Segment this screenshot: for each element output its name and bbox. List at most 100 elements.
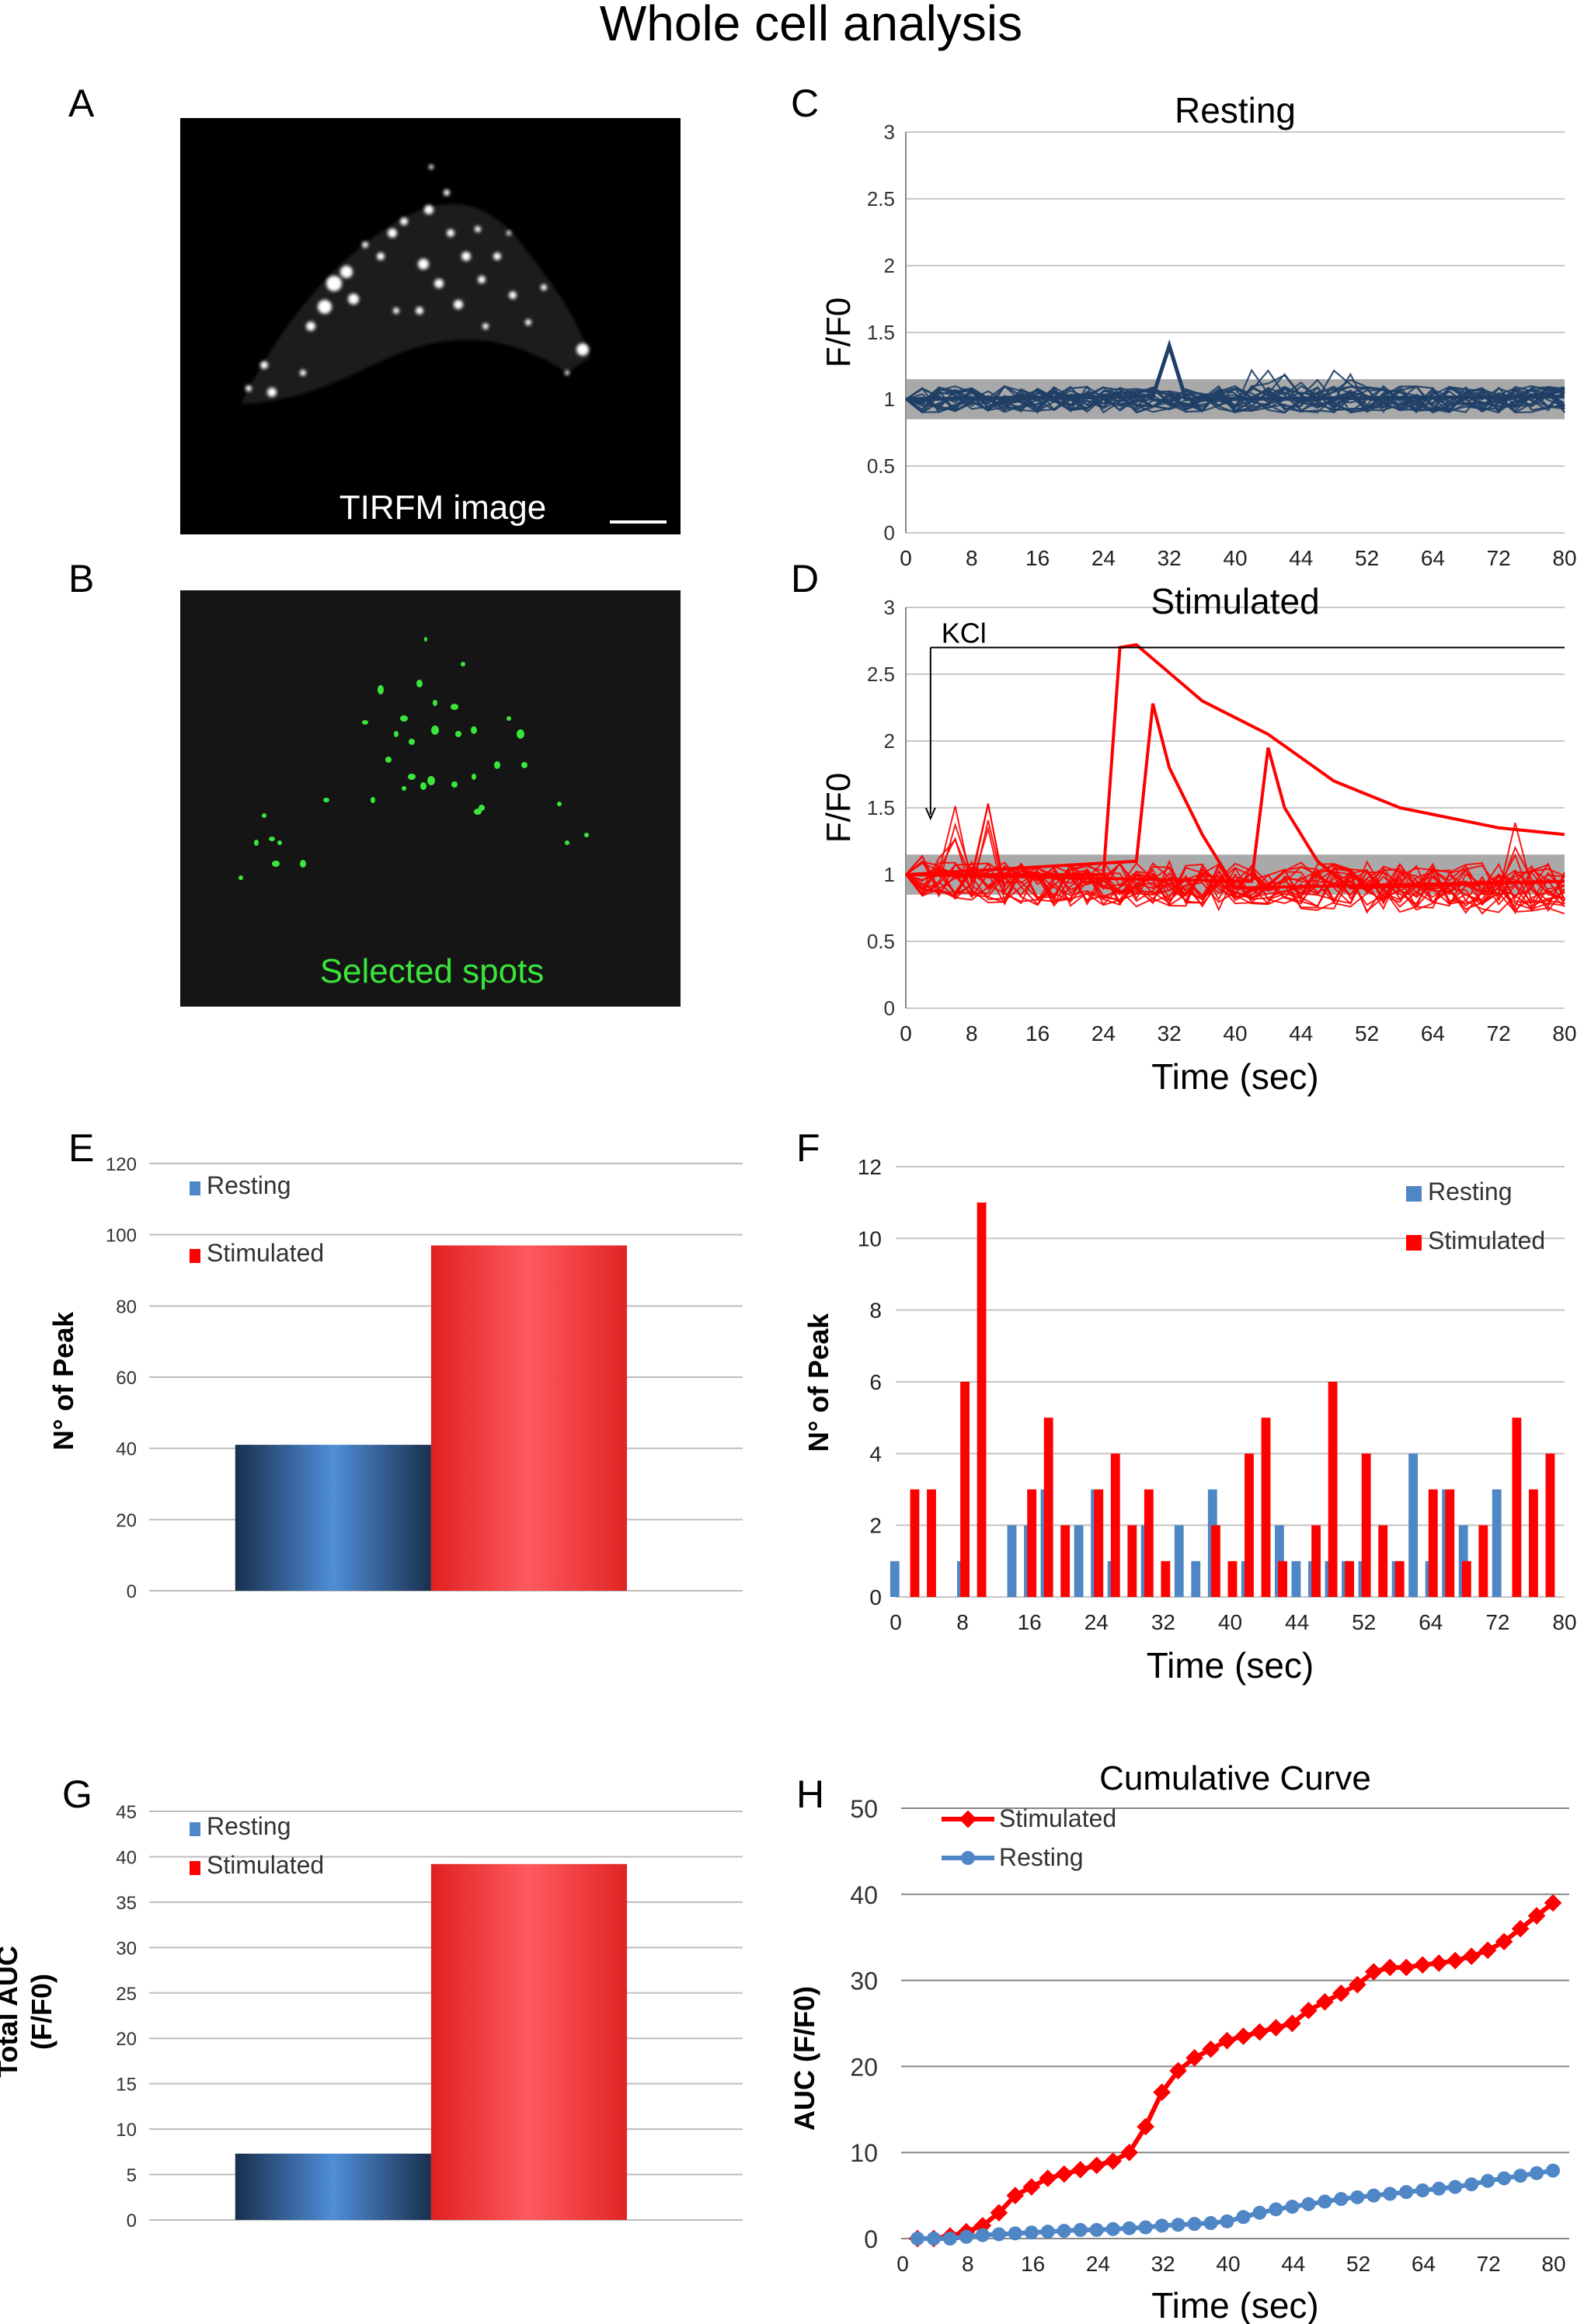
marker-stimulated <box>1462 1947 1481 1965</box>
x-tick-label: 32 <box>1158 1021 1182 1045</box>
x-tick-label: 80 <box>1552 1021 1576 1045</box>
panel-letter-a: A <box>68 82 95 125</box>
y-tick-label: 40 <box>116 1439 137 1460</box>
x-tick-label: 44 <box>1289 546 1313 570</box>
y-tick-label: 25 <box>116 1984 137 2005</box>
marker-resting <box>1350 2190 1365 2204</box>
y-tick-label: 2 <box>884 254 895 277</box>
figure-title: Whole cell analysis <box>600 0 1022 51</box>
y-tick-label: 0 <box>869 1585 882 1609</box>
marker-resting <box>1105 2221 1120 2236</box>
marker-stimulated <box>1478 1941 1497 1960</box>
bar-stimulated <box>1428 1489 1438 1597</box>
panel-letter-e: E <box>68 1126 94 1170</box>
x-tick-label: 52 <box>1352 1610 1376 1634</box>
x-tick-label: 44 <box>1285 1610 1309 1634</box>
marker-stimulated <box>1055 2165 1074 2183</box>
marker-resting <box>1448 2180 1463 2194</box>
marker-stimulated <box>1185 2049 1203 2067</box>
kcl-label: KCl <box>942 618 987 649</box>
x-axis-label: Time (sec) <box>1151 2285 1319 2324</box>
marker-stimulated <box>1088 2156 1106 2175</box>
x-tick-label: 24 <box>1084 1610 1109 1634</box>
y-tick-label: 4 <box>869 1442 882 1466</box>
bar-resting <box>1291 1560 1301 1597</box>
x-tick-label: 80 <box>1552 546 1576 570</box>
marker-resting <box>1546 2163 1561 2178</box>
legend-label: Resting <box>1428 1178 1513 1205</box>
x-tick-label: 64 <box>1419 1610 1443 1634</box>
x-tick-label: 64 <box>1421 1021 1445 1045</box>
bar-resting <box>235 2153 431 2220</box>
x-tick-label: 0 <box>896 2252 909 2276</box>
y-tick-label: 0 <box>884 997 895 1020</box>
marker-resting <box>910 2232 924 2246</box>
trace-peak <box>905 747 1565 890</box>
y-tick-label: 50 <box>850 1795 878 1823</box>
bar-stimulated <box>1311 1525 1321 1597</box>
y-tick-label: 20 <box>116 1510 137 1531</box>
marker-stimulated <box>1397 1958 1415 1977</box>
bar-resting <box>235 1445 431 1591</box>
panel-b-caption: Selected spots <box>320 952 545 990</box>
legend-label: Stimulated <box>999 1804 1116 1832</box>
bar-stimulated <box>1461 1560 1471 1597</box>
y-axis-label: N° of Peak <box>802 1313 834 1452</box>
y-tick-label: 0.5 <box>867 930 895 953</box>
bar-stimulated <box>1512 1418 1522 1597</box>
bar-resting <box>1408 1453 1419 1597</box>
x-tick-label: 16 <box>1018 1610 1042 1634</box>
marker-stimulated <box>990 2204 1008 2222</box>
bar-stimulated <box>1545 1453 1555 1597</box>
y-tick-label: 6 <box>869 1370 882 1394</box>
x-tick-label: 8 <box>962 2252 974 2276</box>
kcl-arrowhead <box>924 807 936 821</box>
chart-title: Stimulated <box>1151 581 1319 621</box>
y-tick-label: 80 <box>116 1296 137 1317</box>
bar-stimulated <box>1211 1525 1220 1597</box>
x-tick-label: 64 <box>1421 546 1445 570</box>
marker-stimulated <box>1544 1894 1562 1912</box>
y-tick-label: 10 <box>116 2120 137 2141</box>
marker-stimulated <box>1527 1907 1546 1925</box>
x-tick-label: 44 <box>1289 1021 1313 1045</box>
x-tick-label: 24 <box>1091 1021 1116 1045</box>
marker-stimulated <box>1332 1984 1350 2002</box>
x-tick-label: 32 <box>1158 546 1182 570</box>
y-axis-label: AUC (F/F0) <box>789 1986 820 2131</box>
bar-resting <box>889 1560 900 1597</box>
marker-resting <box>1530 2166 1544 2180</box>
bar-stimulated <box>1378 1525 1388 1597</box>
trace-peak <box>905 703 1565 890</box>
y-tick-label: 100 <box>106 1226 137 1247</box>
marker-stimulated <box>1104 2152 1122 2170</box>
marker-stimulated <box>1120 2143 1138 2162</box>
chart-e-peak-count-bars: 0 20 40 60 80 100 120 Resting Stimulated N° of Pe… <box>47 1154 743 1602</box>
marker-stimulated <box>1071 2161 1090 2179</box>
legend-label: Resting <box>207 1171 291 1199</box>
bar-stimulated <box>1144 1489 1154 1597</box>
legend-label: Resting <box>207 1812 291 1840</box>
legend-swatch <box>190 1181 200 1195</box>
marker-resting <box>1269 2202 1283 2217</box>
legend-marker <box>961 1851 975 1865</box>
marker-resting <box>1415 2183 1430 2197</box>
x-tick-label: 0 <box>889 1610 902 1634</box>
panel-b-image: Selected spots <box>180 590 681 1007</box>
y-tick-label: 2 <box>869 1514 882 1538</box>
bar-stimulated <box>977 1202 987 1597</box>
panel-a-image: TIRFM image <box>180 118 681 534</box>
y-tick-label: 1 <box>884 863 895 886</box>
legend-swatch <box>1406 1235 1422 1251</box>
chart-g-total-auc-bars: 0 5 10 15 20 25 30 35 40 45 Resting Stimulated Total… <box>0 1802 743 2232</box>
bar-stimulated <box>1328 1382 1338 1597</box>
y-tick-label: 45 <box>116 1802 137 1823</box>
x-tick-label: 16 <box>1021 2252 1045 2276</box>
y-tick-label: 10 <box>858 1226 882 1251</box>
marker-resting <box>1432 2181 1447 2196</box>
marker-stimulated <box>1006 2187 1025 2204</box>
legend-swatch <box>190 1822 200 1836</box>
x-tick-label: 52 <box>1355 546 1379 570</box>
y-tick-label: 1.5 <box>867 321 895 344</box>
